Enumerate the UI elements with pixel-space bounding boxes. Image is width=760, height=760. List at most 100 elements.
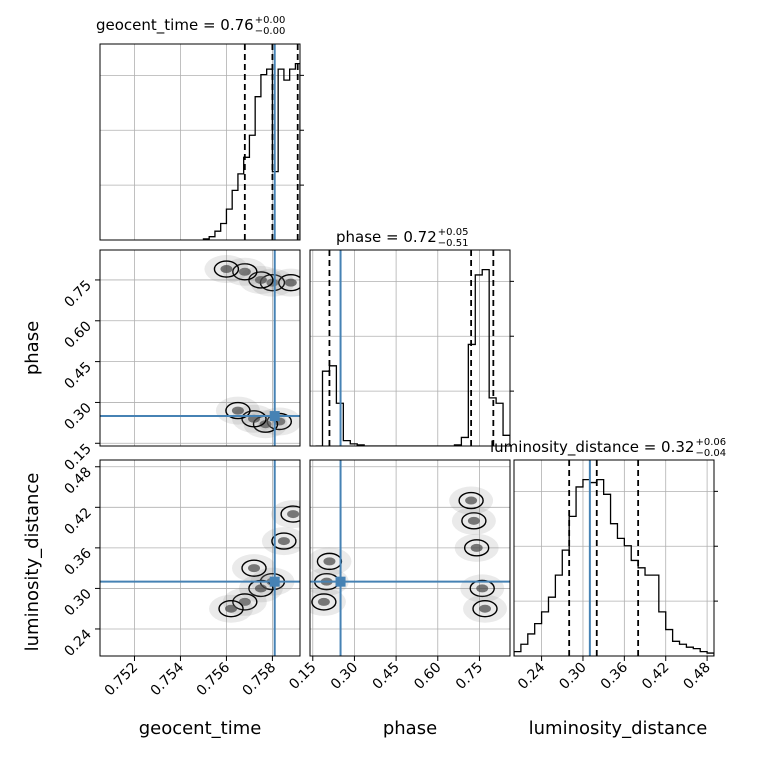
x-axis-label-phase: phase (383, 718, 437, 739)
density-contour (225, 401, 251, 420)
title-main: phase = 0.72 (336, 228, 437, 246)
panel-frame (99, 249, 301, 447)
density-core (284, 278, 297, 287)
histogram-luminosity_distance (514, 478, 714, 656)
x-tick-label: 0.45 (370, 660, 403, 693)
density-core (287, 510, 300, 519)
density-contour (458, 491, 484, 510)
y-tick-label: 0.24 (61, 626, 94, 659)
density-contour (469, 579, 495, 598)
density-core (254, 275, 267, 284)
x-tick-label: 0.24 (515, 659, 548, 692)
x-tick-label: 0.758 (240, 660, 280, 700)
x-axis-label-luminosity_distance: luminosity_distance (529, 718, 708, 739)
density-contour (241, 559, 267, 577)
density-cloud (268, 268, 300, 297)
title-upper-error: +0.05 (438, 227, 469, 238)
panel-phase-luminosity_distance: 0.15 0.30 0.45 0.60 0.75 (286, 459, 511, 693)
density-core (238, 267, 251, 276)
x-tick-label: 0.754 (148, 659, 188, 699)
density-core (254, 584, 267, 593)
density-core (238, 597, 251, 606)
title-lower-error: −0.04 (695, 448, 726, 459)
density-core (470, 543, 483, 552)
density-core (479, 604, 491, 613)
density-core (323, 557, 336, 566)
truth-marker (269, 576, 280, 587)
density-core (248, 564, 261, 573)
title-geocent_time: geocent_time = 0.76 +0.00−0.00 (96, 15, 285, 37)
panel-content (310, 250, 510, 446)
x-tick-label: 0.60 (411, 660, 444, 693)
density-core (220, 265, 233, 274)
panel-content (100, 460, 300, 656)
title-upper-error: +0.00 (255, 15, 286, 26)
y-tick-label: 0.30 (61, 586, 94, 619)
title-phase: phase = 0.72 +0.05−0.51 (336, 227, 468, 249)
panel-content (100, 44, 300, 240)
panel-frame (99, 459, 301, 657)
panel-content (310, 460, 510, 656)
density-core (259, 420, 272, 429)
density-core (476, 584, 489, 593)
density-contour (472, 599, 498, 618)
density-contour (461, 512, 487, 530)
density-core (467, 516, 480, 525)
y-tick-label: 0.48 (61, 464, 94, 497)
y-axis-label-luminosity_distance: luminosity_distance (22, 473, 43, 652)
panel-phase-phase (309, 249, 514, 447)
density-core (317, 597, 330, 606)
y-tick-label: 0.42 (61, 505, 94, 538)
density-cloud (271, 500, 300, 529)
panel-geocent_time-geocent_time (99, 43, 304, 241)
panel-frame (309, 459, 511, 657)
title-lower-error: −0.51 (438, 238, 469, 249)
density-contour (232, 593, 258, 611)
density-contour (232, 263, 258, 281)
y-tick-label: 0.75 (61, 277, 94, 310)
density-contour (218, 599, 244, 618)
x-tick-label: 0.752 (102, 660, 142, 700)
truth-marker (335, 576, 346, 587)
x-tick-label: 0.756 (194, 659, 234, 699)
x-tick-label: 0.30 (556, 660, 589, 693)
title-upper-error: +0.06 (695, 437, 726, 448)
density-contour (311, 593, 337, 611)
density-contour (271, 532, 297, 550)
density-core (225, 604, 238, 613)
panel-content (100, 250, 300, 446)
y-tick-label: 0.36 (61, 545, 94, 578)
y-axis-label-phase: phase (22, 321, 43, 375)
panel-geocent_time-phase: 0.150.300.450.600.75 (61, 249, 301, 474)
x-tick-label: 0.36 (598, 659, 631, 692)
title-main: luminosity_distance = 0.32 (490, 438, 694, 457)
x-tick-label: 0.48 (681, 660, 714, 693)
panel-content (514, 460, 714, 656)
density-contour (213, 260, 240, 278)
panel-frame (513, 459, 715, 657)
density-contour (278, 273, 300, 292)
panel-frame (309, 249, 511, 447)
panel-frame (99, 43, 301, 241)
x-tick-label: 0.15 (286, 660, 319, 693)
title-luminosity_distance: luminosity_distance = 0.32 +0.06−0.04 (490, 437, 726, 459)
panel-luminosity_distance-luminosity_distance: 0.24 0.30 0.36 0.42 0.48 (513, 459, 718, 693)
y-tick-label: 0.45 (61, 359, 94, 392)
truth-marker (269, 411, 280, 422)
title-lower-error: −0.00 (255, 26, 286, 37)
x-axis-label-geocent_time: geocent_time (139, 718, 262, 739)
x-tick-label: 0.42 (639, 660, 672, 693)
title-main: geocent_time = 0.76 (96, 16, 254, 35)
density-contour (463, 539, 490, 557)
density-core (465, 496, 478, 505)
density-core (277, 537, 290, 546)
x-tick-label: 0.30 (328, 660, 361, 693)
density-contour (280, 505, 300, 523)
x-tick-label: 0.75 (453, 660, 486, 693)
histogram-geocent_time (202, 62, 300, 240)
panel-geocent_time-luminosity_distance: 0.752 0.754 0.756 0.758 0.24 0.30 0.36 0.42 0.48 (61, 459, 301, 700)
density-contour (248, 579, 274, 598)
density-core (231, 406, 244, 415)
histogram-phase (315, 268, 510, 446)
